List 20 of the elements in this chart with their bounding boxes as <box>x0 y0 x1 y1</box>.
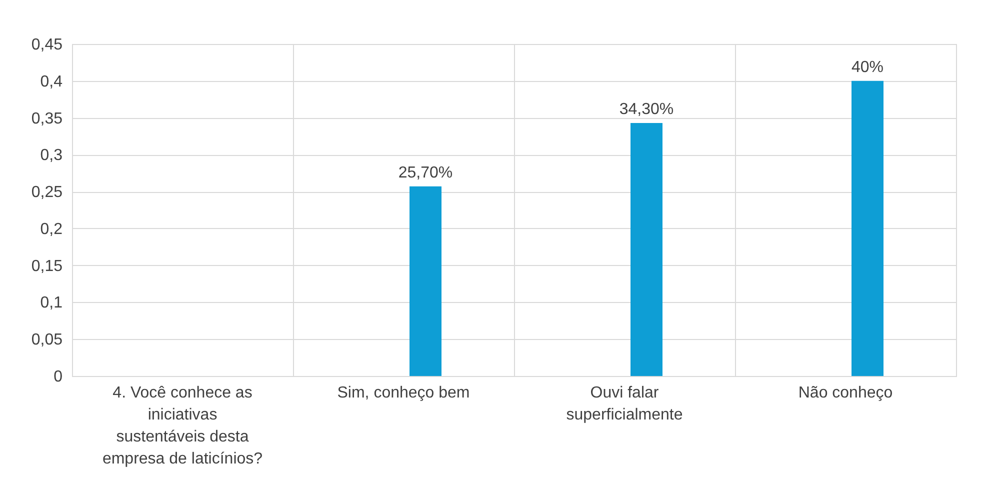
x-tick-label: Não conheço <box>798 384 893 402</box>
data-label: 34,30% <box>619 100 674 118</box>
bar <box>852 80 884 376</box>
y-tick-label: 0,3 <box>40 147 63 164</box>
y-tick-label: 0,45 <box>31 36 63 54</box>
data-label: 40% <box>851 58 884 76</box>
y-tick-label: 0,05 <box>31 332 63 349</box>
y-tick-label: 0 <box>54 368 63 386</box>
bar <box>410 186 442 376</box>
y-tick-label: 0,25 <box>31 184 63 202</box>
data-label: 25,70% <box>398 164 453 182</box>
y-tick-label: 0,15 <box>31 258 63 275</box>
y-tick-label: 0,4 <box>40 73 63 90</box>
x-tick-label: 4. Você conhece as iniciativas sustentáveis desta empresa de laticínios? <box>102 384 263 468</box>
bar <box>630 122 662 376</box>
x-tick-label: Sim, conheço bem <box>337 384 470 402</box>
y-tick-label: 0,35 <box>31 110 63 128</box>
x-tick-label: Ouvi falar superficialmente <box>566 384 683 424</box>
y-tick-label: 0,1 <box>40 294 63 312</box>
y-tick-label: 0,2 <box>40 220 63 238</box>
